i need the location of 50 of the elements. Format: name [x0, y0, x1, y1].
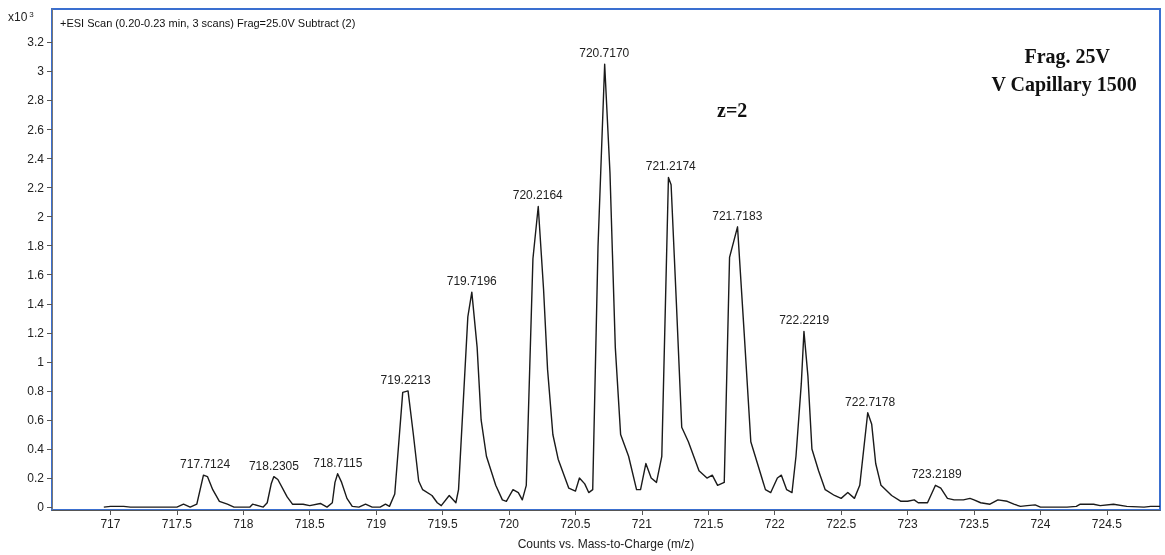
y-tick-label: 2.6 — [27, 122, 45, 137]
y-tick-label: 0 — [37, 500, 45, 515]
y-tick-label: 0.6 — [27, 412, 45, 427]
y-tick-label: 1.4 — [27, 296, 45, 311]
y-tick-label: 1.6 — [27, 267, 45, 282]
x-axis-title: Counts vs. Mass-to-Charge (m/z) — [517, 537, 695, 551]
x-tick-label: 720 — [499, 517, 520, 531]
y-tick-label: 1.2 — [27, 325, 45, 340]
y-tick-label: 2.2 — [27, 180, 45, 195]
annotation: 718.7115 — [313, 455, 363, 470]
annotation: 721.7183 — [712, 208, 763, 223]
annotation: 720.7170 — [579, 46, 630, 61]
y-tick-label: 3 — [37, 64, 45, 79]
x-tick-label: 718.5 — [294, 517, 326, 531]
annotation: 717.7124 — [180, 457, 231, 472]
x-tick-label: 717.5 — [161, 517, 193, 531]
x-tick-label: 722 — [764, 517, 786, 531]
x-tick-label: 719.5 — [427, 517, 458, 531]
annotation: 723.2189 — [911, 467, 963, 482]
annotation: 720.2164 — [512, 188, 564, 203]
annotation: 721.2174 — [645, 159, 697, 174]
y-tick-label: 2 — [37, 209, 45, 224]
x-tick-label: 720.5 — [560, 517, 591, 531]
x-tick-label: 721 — [631, 517, 653, 531]
y-tick-label: 2.4 — [27, 151, 45, 166]
y-tick-label: 3.2 — [27, 35, 45, 50]
y-tick-label: 2.8 — [27, 93, 45, 108]
y-tick-label: 0.2 — [27, 471, 45, 486]
annotation: Frag. 25V — [1024, 45, 1111, 68]
x-tick-label: 717 — [100, 517, 121, 531]
annotation: 719.7196 — [446, 274, 498, 289]
annotation: 722.7178 — [845, 394, 896, 409]
x-tick-label: 723.5 — [958, 517, 990, 531]
x-tick-label: 721.5 — [693, 517, 724, 531]
x-tick-label: 724 — [1030, 517, 1051, 531]
x-tick-label: 723 — [897, 517, 918, 531]
y-tick-label: 1.8 — [27, 238, 45, 253]
y-tick-label: 1 — [37, 354, 45, 369]
annotation: 718.2305 — [248, 458, 300, 473]
y-tick-label: 0.4 — [27, 442, 45, 457]
annotation: 722.2219 — [779, 313, 830, 328]
text: +ESI Scan (0.20-0.23 min, 3 scans) Frag=25.0V Subtract (2) — [60, 16, 356, 29]
x-tick-label: 722.5 — [826, 517, 857, 531]
x-tick-label: 719 — [366, 517, 387, 531]
x-tick-label: 724.5 — [1091, 517, 1123, 531]
annotation: 719.2213 — [380, 372, 431, 387]
annotation: z=2 — [717, 99, 748, 121]
x-tick-label: 718 — [233, 517, 254, 531]
annotation: V Capillary 1500 — [991, 73, 1137, 96]
y-tick-label: 0.8 — [27, 383, 45, 398]
